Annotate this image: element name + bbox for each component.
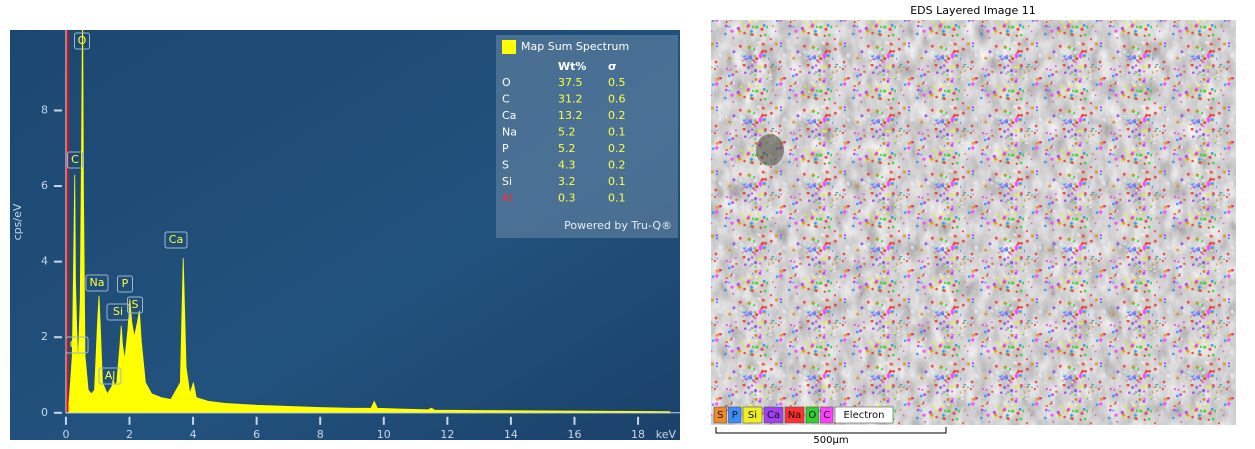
spectrum bbox=[65, 30, 671, 414]
weight-percent: 13.2 bbox=[558, 109, 583, 122]
legend-chip bbox=[763, 406, 784, 424]
peak-label: Al bbox=[105, 369, 116, 382]
weight-percent: 37.5 bbox=[558, 76, 583, 89]
legend-chip-label: S bbox=[717, 410, 723, 421]
x-axis-label: keV bbox=[656, 428, 677, 441]
legend-chip bbox=[713, 406, 727, 424]
sigma: 0.1 bbox=[608, 192, 626, 205]
x-tick-label: 4 bbox=[190, 428, 197, 441]
x-tick-label: 12 bbox=[440, 428, 454, 441]
legend-chip-label: P bbox=[732, 410, 738, 421]
x-tick-label: 10 bbox=[377, 428, 391, 441]
peak-label-box bbox=[164, 231, 188, 249]
weight-percent: 0.3 bbox=[558, 192, 576, 205]
element-name: S bbox=[502, 159, 509, 172]
x-tick-label: 18 bbox=[631, 428, 645, 441]
y-tick-label: 0 bbox=[41, 406, 48, 419]
peak-label-box bbox=[74, 32, 90, 50]
x-tick-label: 8 bbox=[317, 428, 324, 441]
peak-label: Ca bbox=[169, 233, 183, 246]
peak-label: Na bbox=[90, 276, 105, 289]
element-name: Al bbox=[502, 192, 513, 205]
image-overlay bbox=[711, 20, 1236, 425]
peak-label: C bbox=[71, 153, 79, 166]
peak-label-box bbox=[65, 336, 89, 354]
weight-percent: 4.3 bbox=[558, 159, 576, 172]
legend-chip bbox=[834, 406, 894, 424]
y-tick-label: 8 bbox=[41, 103, 48, 116]
peak-label-box bbox=[106, 303, 130, 321]
weight-percent: 5.2 bbox=[558, 142, 576, 155]
x-tick-label: 2 bbox=[126, 428, 133, 441]
peak-label-box bbox=[98, 367, 122, 385]
weight-percent: 31.2 bbox=[558, 93, 583, 106]
legend-chip-label: Na bbox=[788, 410, 802, 421]
y-tick-label: 4 bbox=[41, 255, 48, 268]
legend-chip-label: Ca bbox=[767, 410, 780, 421]
x-tick-label: 14 bbox=[504, 428, 518, 441]
element-name: Na bbox=[502, 126, 517, 139]
image-legend: S P Si Ca Na O C Electron bbox=[713, 406, 894, 424]
x-tick-label: 16 bbox=[567, 428, 581, 441]
results-box: Map Sum Spectrum Wt% σ Powered by Tru-Q®… bbox=[496, 35, 678, 238]
weight-percent: 5.2 bbox=[558, 126, 576, 139]
element-name: O bbox=[502, 76, 511, 89]
legend-chip-label: O bbox=[808, 410, 816, 421]
legend-chip bbox=[820, 406, 834, 424]
peak-label-box bbox=[127, 296, 143, 314]
x-tick-label: 6 bbox=[253, 428, 260, 441]
y-axis-label: cps/eV bbox=[11, 203, 24, 240]
y-tick-label: 6 bbox=[41, 179, 48, 192]
results-panel bbox=[496, 35, 678, 238]
results-footer: Powered by Tru-Q® bbox=[564, 219, 672, 232]
peak-label: Ca bbox=[70, 338, 84, 351]
peak-label: P bbox=[122, 277, 129, 290]
legend-chip-label: C bbox=[823, 410, 830, 421]
peak-label-box bbox=[117, 275, 133, 293]
scale-label: 500µm bbox=[813, 435, 848, 445]
legend-chip bbox=[742, 406, 763, 424]
sigma: 0.2 bbox=[608, 109, 626, 122]
scale-bar bbox=[715, 427, 947, 434]
column-header: Wt% bbox=[558, 60, 586, 73]
image-title: EDS Layered Image 11 bbox=[910, 4, 1036, 17]
element-name: Ca bbox=[502, 109, 516, 122]
y-tick-label: 2 bbox=[41, 330, 48, 343]
results-title: Map Sum Spectrum bbox=[521, 40, 629, 53]
legend-chip bbox=[728, 406, 742, 424]
legend-swatch bbox=[502, 40, 516, 54]
element-name: Si bbox=[502, 175, 512, 188]
sigma: 0.1 bbox=[608, 126, 626, 139]
weight-percent: 3.2 bbox=[558, 175, 576, 188]
legend-chip bbox=[805, 406, 819, 424]
image-feature bbox=[756, 134, 784, 166]
element-name: P bbox=[502, 142, 509, 155]
peak-label: S bbox=[132, 298, 139, 311]
peak-label: O bbox=[78, 34, 87, 47]
legend-chip-label: Electron bbox=[843, 410, 884, 421]
column-header: σ bbox=[608, 60, 617, 73]
legend-chip-label: Si bbox=[748, 410, 757, 421]
plot bbox=[65, 30, 671, 414]
peak-label: Si bbox=[113, 305, 123, 318]
element-name: C bbox=[502, 93, 510, 106]
peak-label-box bbox=[85, 274, 109, 292]
legend-chip bbox=[784, 406, 805, 424]
sigma: 0.6 bbox=[608, 93, 626, 106]
x-tick-label: 0 bbox=[62, 428, 69, 441]
peak-label-box bbox=[67, 151, 83, 169]
sigma: 0.2 bbox=[608, 142, 626, 155]
sigma: 0.5 bbox=[608, 76, 626, 89]
sigma: 0.2 bbox=[608, 159, 626, 172]
sigma: 0.1 bbox=[608, 175, 626, 188]
